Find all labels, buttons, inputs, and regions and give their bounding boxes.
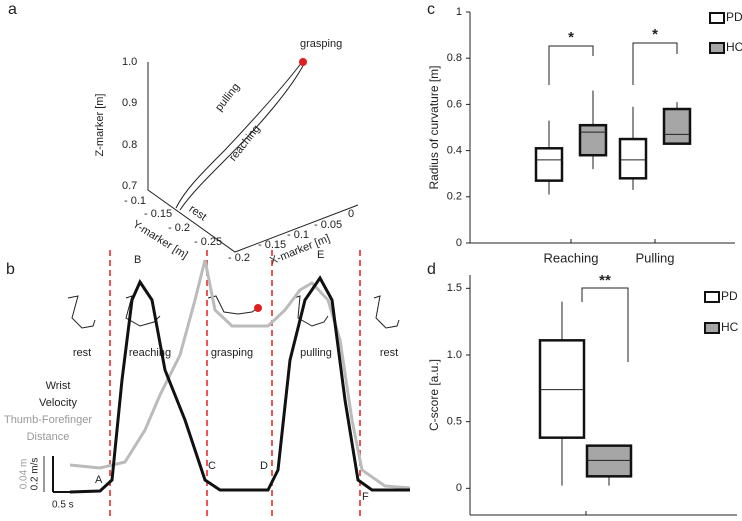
y-label: Radius of curvature [m] bbox=[427, 65, 441, 189]
y-tick: - 0.25 bbox=[194, 236, 222, 248]
trajectory bbox=[179, 63, 305, 211]
panel-b: b rest reaching grasping pulling rest Wr… bbox=[4, 249, 411, 518]
legend-swatch bbox=[709, 42, 725, 54]
x-tick: - 0.2 bbox=[228, 252, 250, 264]
z-label: Z-marker [m] bbox=[94, 94, 106, 157]
y-tick-label: 1.0 bbox=[447, 349, 462, 361]
z-tick: 0.9 bbox=[122, 97, 137, 109]
axes-3d bbox=[147, 62, 359, 253]
phase: reaching bbox=[129, 347, 171, 359]
legend-swatch bbox=[704, 291, 720, 303]
scale-label: 0.04 m bbox=[19, 459, 30, 490]
y-tick-label: 0.6 bbox=[447, 98, 462, 110]
y-tick-label: 0.2 bbox=[447, 191, 462, 203]
point: B bbox=[134, 254, 141, 266]
scale-label: 0.5 s bbox=[52, 500, 74, 511]
legend-swatch bbox=[704, 322, 720, 334]
legend: Distance bbox=[27, 431, 70, 443]
legend-label: HC bbox=[726, 40, 742, 54]
legend: Wrist bbox=[46, 380, 71, 392]
distance-trace bbox=[69, 259, 411, 490]
z-tick: 0.8 bbox=[122, 139, 137, 151]
x-tick-label: Pulling bbox=[635, 250, 674, 265]
hand-figures bbox=[67, 295, 400, 329]
box bbox=[538, 339, 586, 439]
y-tick: - 0.15 bbox=[144, 208, 172, 220]
significance bbox=[548, 42, 678, 362]
box bbox=[534, 147, 564, 182]
annotation: * bbox=[652, 26, 658, 43]
x-tick: 0 bbox=[348, 208, 354, 220]
box bbox=[618, 137, 648, 180]
panel-letter: a bbox=[8, 1, 17, 18]
legend: Velocity bbox=[39, 397, 77, 409]
y-label: C-score [a.u.] bbox=[427, 359, 441, 431]
phase: rest bbox=[73, 347, 91, 359]
velocity-trace bbox=[69, 275, 410, 494]
grasp-point bbox=[254, 304, 262, 312]
point: C bbox=[208, 460, 216, 472]
y-tick-label: 0 bbox=[456, 237, 462, 249]
y-tick-label: 1.5 bbox=[447, 282, 462, 294]
y-tick-label: 0.4 bbox=[447, 145, 462, 157]
box bbox=[585, 444, 633, 478]
y-tick: - 0.2 bbox=[168, 222, 190, 234]
z-tick: 1.0 bbox=[122, 56, 137, 68]
y-tick-label: 0.5 bbox=[447, 416, 462, 428]
point: A bbox=[95, 474, 103, 486]
y-tick-label: 0.8 bbox=[447, 52, 462, 64]
x-tick-label: Reaching bbox=[544, 250, 599, 265]
phase: rest bbox=[380, 347, 398, 359]
y-tick-label: 0 bbox=[456, 482, 462, 494]
phase: grasping bbox=[211, 347, 253, 359]
grasp-point bbox=[299, 58, 307, 66]
scale-label: 0.2 m/s bbox=[30, 458, 41, 491]
legend-label: HC bbox=[721, 320, 739, 334]
legend-label: PD bbox=[726, 10, 742, 24]
point: E bbox=[317, 249, 324, 261]
phase: pulling bbox=[300, 347, 332, 359]
panel-a: a 1.0 0.9 0.8 0.7 Z-marker [m] - 0.1 - 0… bbox=[8, 1, 359, 267]
point: D bbox=[260, 460, 268, 472]
annotation: * bbox=[568, 29, 574, 46]
trajectory bbox=[175, 61, 303, 209]
legend-swatch bbox=[709, 12, 725, 24]
phase-lines bbox=[109, 250, 361, 518]
panel-letter: b bbox=[6, 261, 15, 278]
label: pulling bbox=[213, 81, 242, 113]
annotation: ** bbox=[599, 272, 611, 289]
panel-letter: c bbox=[427, 1, 435, 18]
panel-letter: d bbox=[427, 261, 436, 278]
z-tick: 0.7 bbox=[122, 180, 137, 192]
box bbox=[578, 123, 608, 157]
y-tick-label: 1 bbox=[456, 6, 462, 18]
label: grasping bbox=[300, 38, 342, 50]
legend: Thumb-Forefinger bbox=[4, 414, 92, 426]
legend-label: PD bbox=[721, 289, 738, 303]
y-tick: - 0.1 bbox=[124, 195, 146, 207]
x-tick: - 0.1 bbox=[287, 229, 309, 241]
point: F bbox=[362, 491, 369, 503]
x-tick: - 0.15 bbox=[258, 239, 286, 251]
box bbox=[662, 107, 692, 145]
x-tick: - 0.05 bbox=[314, 219, 342, 231]
